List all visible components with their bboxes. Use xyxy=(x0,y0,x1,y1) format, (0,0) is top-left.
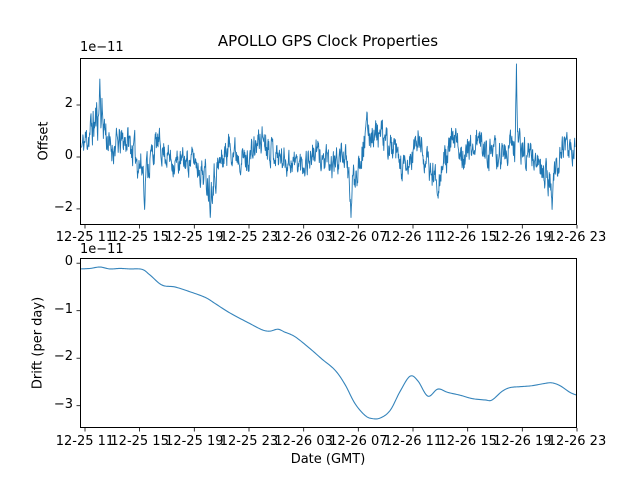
x-tick-label: 12-26 03 xyxy=(274,230,333,245)
chart-title: APOLLO GPS Clock Properties xyxy=(217,32,439,50)
x-tick-label: 12-26 03 xyxy=(274,434,333,449)
x-tick-label: 12-26 23 xyxy=(547,434,607,449)
y-offset-exponent-top: 1e−11 xyxy=(80,40,124,55)
y-tick-label: 0 xyxy=(64,254,73,270)
x-tick-label: 12-25 15 xyxy=(110,230,169,245)
x-tick-label: 12-26 11 xyxy=(383,230,443,245)
x-tick-label: 12-26 15 xyxy=(438,434,497,449)
x-tick-label: 12-25 23 xyxy=(219,434,279,449)
x-tick-label: 12-25 23 xyxy=(219,230,279,245)
offset-1e-11-line xyxy=(81,63,576,218)
x-tick-label: 12-26 19 xyxy=(493,434,552,449)
x-tick-label: 12-25 11 xyxy=(55,230,115,245)
x-tick-label: 12-25 19 xyxy=(165,230,224,245)
drift-subplot xyxy=(76,258,578,432)
x-tick-label: 12-26 23 xyxy=(547,230,607,245)
x-axis-label: Date (GMT) xyxy=(290,452,366,467)
y-tick-label: 0 xyxy=(64,147,73,163)
x-tick-label: 12-26 15 xyxy=(438,230,497,245)
axes-spines xyxy=(80,58,577,225)
x-tick-label: 12-25 11 xyxy=(55,434,115,449)
x-tick-label: 12-25 15 xyxy=(110,434,169,449)
x-tick-label: 12-26 19 xyxy=(493,230,552,245)
y-tick-label: −3 xyxy=(53,396,73,412)
y-tick-label: 2 xyxy=(64,96,73,111)
axes-spines xyxy=(80,258,577,428)
x-tick-label: 12-26 07 xyxy=(329,230,388,245)
y-tick-label: −1 xyxy=(53,301,73,317)
y-offset-exponent-bottom: 1e−11 xyxy=(80,242,124,257)
y-tick-label: −2 xyxy=(53,199,73,215)
x-tick-label: 12-25 19 xyxy=(165,434,224,449)
x-tick-label: 12-26 07 xyxy=(329,434,388,449)
x-tick-label: 12-26 11 xyxy=(383,434,443,449)
offset-subplot xyxy=(76,58,578,229)
drift-1e-11-per-day-line xyxy=(80,266,577,420)
y-tick-label: −2 xyxy=(53,349,73,365)
